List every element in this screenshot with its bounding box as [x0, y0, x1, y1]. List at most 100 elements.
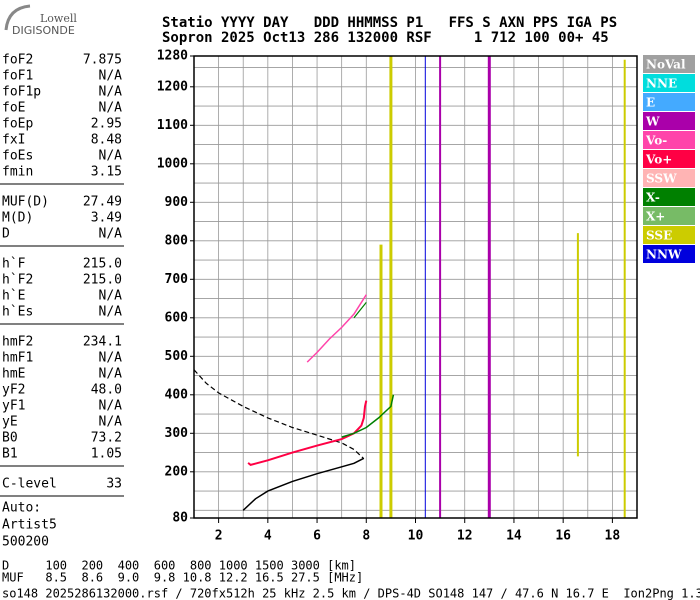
param-value: 215.0	[83, 257, 122, 272]
param-name: yE	[2, 415, 18, 430]
auto-text: Auto:	[2, 501, 41, 516]
param-name: h`Es	[2, 305, 33, 320]
x-tick-label: 18	[605, 529, 621, 544]
legend-swatch	[643, 245, 695, 263]
legend-swatch	[643, 226, 695, 244]
y-tick-label: 900	[165, 195, 189, 210]
legend-label: Vo-	[645, 134, 667, 148]
param-value: N/A	[99, 305, 123, 320]
y-tick-label: 1200	[157, 79, 188, 94]
param-name: yF2	[2, 383, 25, 398]
param-name: h`F	[2, 257, 26, 272]
x-tick-label: 8	[362, 529, 370, 544]
x-tick-label: 6	[313, 529, 321, 544]
x-tick-label: 2	[215, 529, 223, 544]
legend-label: NNW	[646, 248, 682, 262]
param-value: N/A	[99, 227, 123, 242]
x-tick-label: 16	[555, 529, 571, 544]
legend-swatch	[643, 150, 695, 168]
param-name: foEp	[2, 117, 33, 132]
y-tick-label: 800	[165, 233, 189, 248]
legend-swatch	[643, 112, 695, 130]
param-value: 7.875	[83, 53, 122, 68]
legend-label: Vo+	[645, 153, 672, 167]
param-value: 8.48	[91, 133, 122, 148]
legend-label: NoVal	[646, 58, 686, 72]
legend-swatch	[643, 131, 695, 149]
param-name: hmF2	[2, 335, 33, 350]
param-value: N/A	[99, 351, 123, 366]
param-name: foE	[2, 101, 25, 116]
x-tick-label: 10	[408, 529, 424, 544]
trace	[353, 302, 367, 319]
param-value: 48.0	[91, 383, 122, 398]
param-name: hmE	[2, 367, 25, 382]
x-tick-label: 14	[506, 529, 522, 544]
trace	[341, 394, 395, 438]
param-value: 234.1	[83, 335, 122, 350]
legend-swatch	[643, 169, 695, 187]
param-value: 215.0	[83, 273, 122, 288]
param-name: C-level	[2, 477, 57, 492]
param-value: 27.49	[83, 195, 122, 210]
y-tick-label: 1100	[157, 118, 188, 133]
legend-label: X+	[646, 210, 665, 224]
param-value: N/A	[99, 367, 123, 382]
param-name: D	[2, 227, 10, 242]
param-value: N/A	[99, 415, 123, 430]
param-name: yF1	[2, 399, 25, 414]
legend-swatch	[643, 93, 695, 111]
param-name: foF1p	[2, 85, 41, 100]
logo-text: Lowell	[40, 12, 77, 25]
x-tick-label: 12	[457, 529, 473, 544]
y-tick-label: 400	[165, 387, 189, 402]
param-value: N/A	[99, 149, 123, 164]
param-value: 2.95	[91, 117, 122, 132]
y-tick-label: 1280	[157, 49, 188, 64]
param-name: hmF1	[2, 351, 33, 366]
header-line: Statio YYYY DAY DDD HHMMSS P1 FFS S AXN …	[162, 15, 617, 31]
logo-icon	[4, 4, 31, 31]
param-name: B0	[2, 431, 18, 446]
param-name: MUF(D)	[2, 195, 49, 210]
footer-line: MUF 8.5 8.6 9.0 9.8 10.8 12.2 16.5 27.5 …	[2, 571, 363, 585]
param-value: 73.2	[91, 431, 122, 446]
footer-line: so148_2025286132000.rsf / 720fx512h 25 k…	[2, 587, 700, 600]
auto-text: 500200	[2, 535, 49, 550]
legend-label: SSE	[646, 229, 672, 243]
legend-label: SSW	[646, 172, 677, 186]
legend-swatch	[643, 207, 695, 225]
y-tick-label: 300	[165, 426, 189, 441]
y-tick-label: 200	[165, 464, 189, 479]
param-name: h`E	[2, 289, 25, 304]
y-tick-label: 600	[165, 310, 189, 325]
y-tick-label: 1000	[157, 156, 188, 171]
trace	[247, 400, 368, 466]
param-value: 3.15	[91, 165, 122, 180]
y-tick-label: 500	[165, 349, 189, 364]
param-value: 33	[106, 477, 122, 492]
legend-swatch	[643, 188, 695, 206]
param-name: fxI	[2, 133, 25, 148]
logo-text: DIGISONDE	[12, 24, 75, 37]
y-tick-label: 80	[172, 511, 188, 526]
param-name: h`F2	[2, 273, 33, 288]
param-name: foF1	[2, 69, 33, 84]
param-value: 1.05	[91, 447, 122, 462]
param-name: fmin	[2, 165, 33, 180]
trace	[193, 369, 365, 460]
auto-text: Artist5	[2, 518, 57, 533]
legend-label: NNE	[646, 77, 677, 91]
legend-swatch	[643, 74, 695, 92]
trace	[242, 457, 365, 511]
param-value: N/A	[99, 101, 123, 116]
legend-label: X-	[646, 191, 660, 205]
param-name: foEs	[2, 149, 33, 164]
param-value: 3.49	[91, 211, 122, 226]
y-tick-label: 700	[165, 272, 189, 287]
trace	[306, 294, 367, 363]
param-name: foF2	[2, 53, 33, 68]
legend-label: W	[645, 115, 660, 129]
param-value: N/A	[99, 85, 123, 100]
